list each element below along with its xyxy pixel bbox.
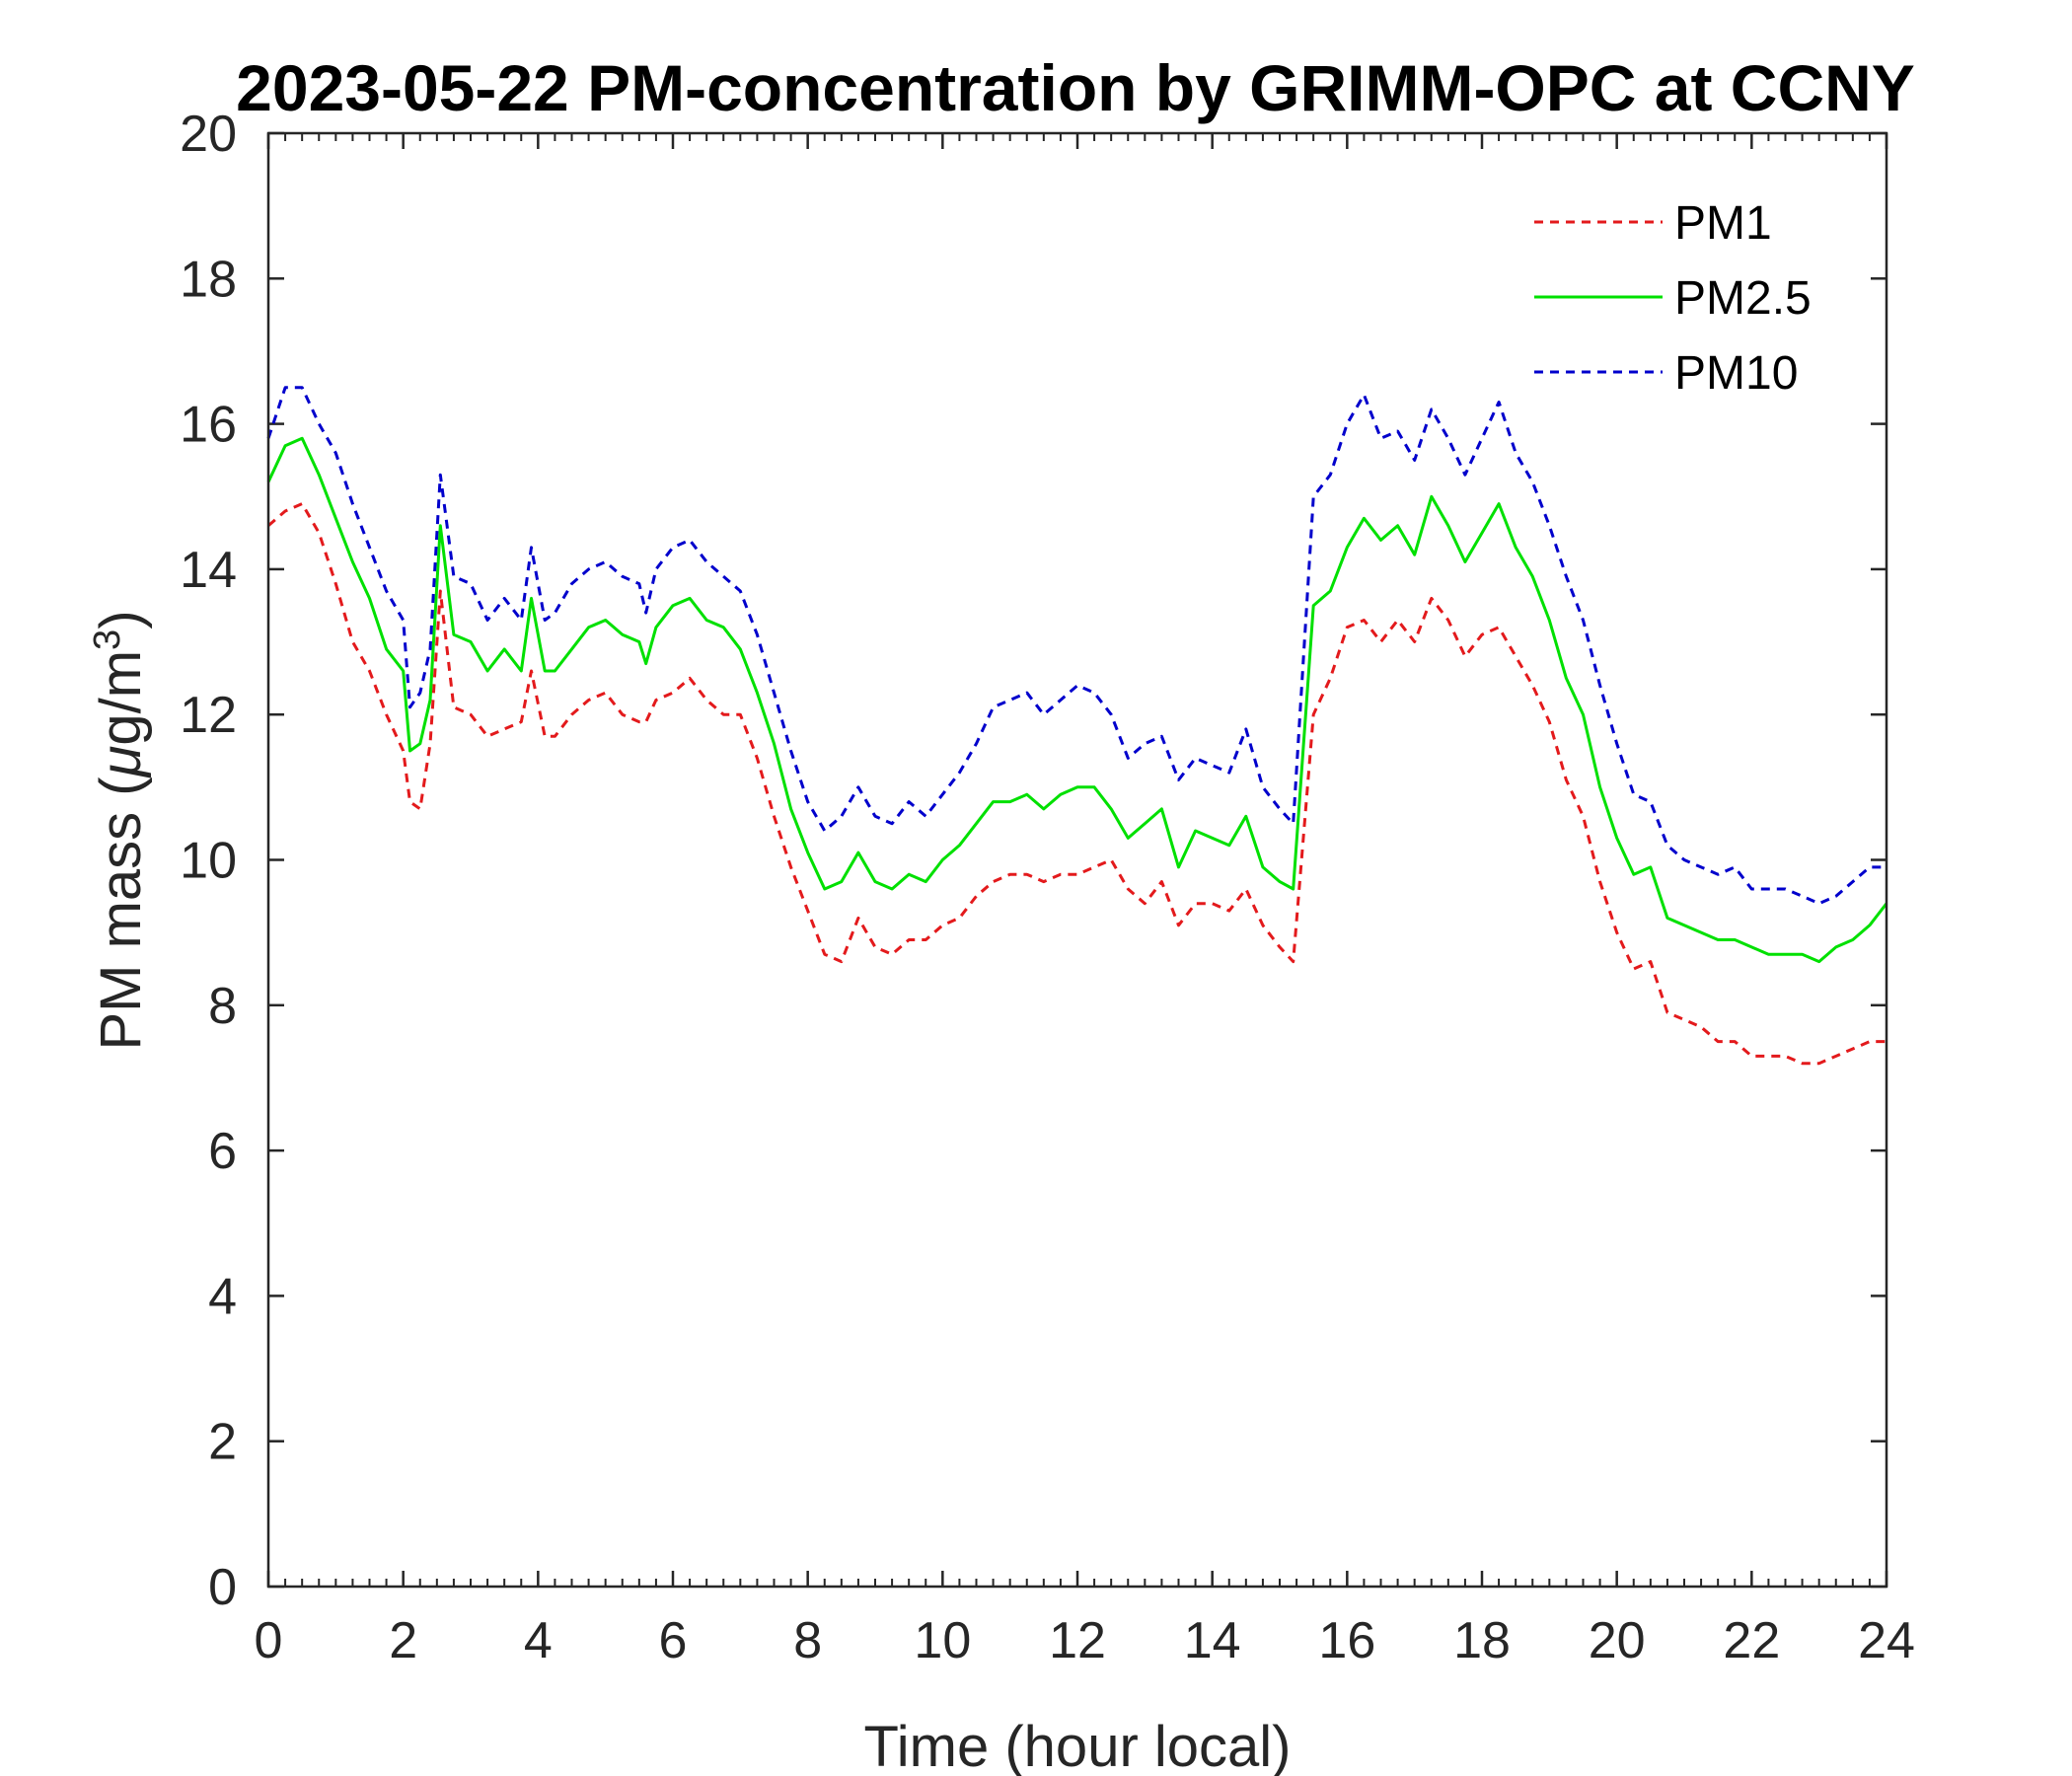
x-tick-label: 18: [1453, 1612, 1511, 1669]
y-tick-label: 12: [180, 687, 237, 744]
minor-ticks: [284, 133, 1871, 1587]
x-tick-label: 6: [659, 1612, 688, 1669]
x-axis-label: Time (hour local): [864, 1715, 1292, 1776]
x-tick-label: 12: [1049, 1612, 1106, 1669]
y-axis-label-superscript: 3: [87, 629, 128, 650]
x-tick-labels: 0 2 4 6 8 10 12 14 16 18 20 22 24: [255, 1612, 1915, 1669]
series-line-pm1: [267, 502, 1887, 1066]
y-axis-label-prefix: PM mass (: [89, 777, 153, 1050]
y-axis-label-mu: μ: [89, 746, 153, 779]
y-tick-label: 2: [208, 1414, 237, 1471]
series-lines: [266, 386, 1888, 1066]
series-line-pm10: [266, 386, 1887, 906]
x-tick-label: 10: [914, 1612, 971, 1669]
y-axis-label: PM mass (μg/m3): [87, 610, 153, 1050]
y-tick-label: 14: [180, 542, 237, 599]
x-tick-label: 2: [389, 1612, 417, 1669]
legend-label-pm10: PM10: [1674, 347, 1798, 400]
y-tick-label: 20: [180, 106, 237, 163]
x-tick-label: 0: [255, 1612, 283, 1669]
y-tick-label: 16: [180, 397, 237, 454]
x-tick-label: 24: [1858, 1612, 1915, 1669]
y-tick-label: 6: [208, 1123, 237, 1180]
x-tick-label: 16: [1318, 1612, 1375, 1669]
plot-frame: [266, 131, 1888, 1589]
x-tick-label: 20: [1589, 1612, 1646, 1669]
x-tick-label: 22: [1723, 1612, 1780, 1669]
y-tick-label: 4: [208, 1268, 237, 1325]
legend: PM1 PM2.5 PM10: [1534, 197, 1812, 400]
y-tick-label: 10: [180, 833, 237, 890]
legend-label-pm1: PM1: [1674, 197, 1772, 250]
legend-label-pm2-5: PM2.5: [1674, 272, 1812, 325]
y-tick-label: 0: [208, 1559, 237, 1616]
x-tick-label: 4: [524, 1612, 553, 1669]
x-tick-label: 14: [1184, 1612, 1241, 1669]
x-tick-label: 8: [793, 1612, 822, 1669]
chart-title: 2023-05-22 PM-concentration by GRIMM-OPC…: [236, 51, 1915, 124]
y-tick-label: 18: [180, 251, 237, 308]
y-axis-label-unit: g/m: [89, 650, 153, 746]
y-tick-label: 8: [208, 978, 237, 1035]
y-tick-labels: 0 2 4 6 8 10 12 14 16 18 20: [180, 106, 237, 1616]
series-line-pm2-5: [266, 436, 1888, 964]
y-axis-label-suffix: ): [89, 610, 153, 629]
plot-area: [268, 133, 1887, 1587]
